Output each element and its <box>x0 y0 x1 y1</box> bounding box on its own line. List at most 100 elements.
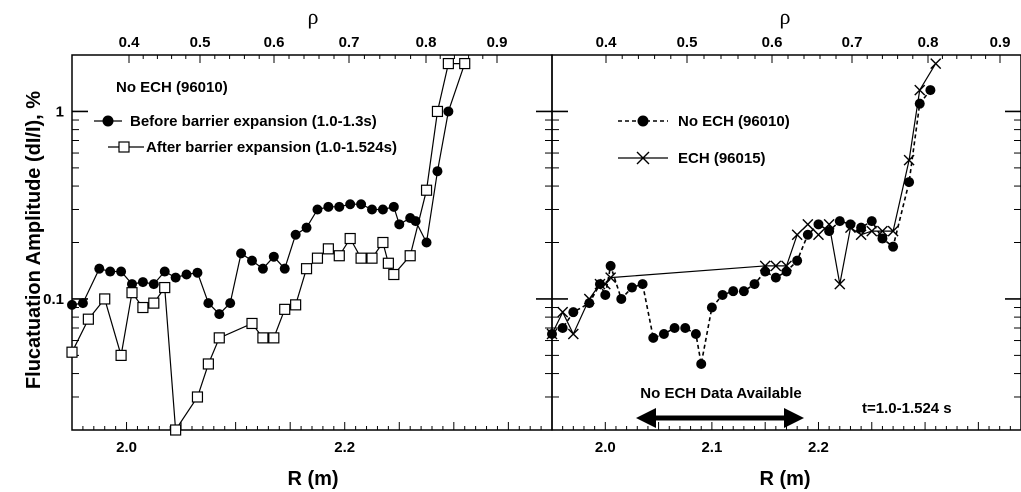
data-point <box>616 293 627 304</box>
data-point <box>749 279 760 290</box>
data-point <box>824 226 835 237</box>
data-point <box>225 298 236 309</box>
data-point <box>443 106 454 117</box>
right-ticks: 2.0 2.1 2.2 0.4 0.5 0.6 0.7 0.8 0.9 <box>552 34 1021 456</box>
legend-label-ech: ECH (96015) <box>678 150 766 167</box>
data-point <box>300 263 313 275</box>
data-point <box>94 263 105 274</box>
data-point <box>904 177 915 188</box>
data-point <box>914 98 925 109</box>
data-point <box>115 349 127 361</box>
data-point <box>568 307 579 318</box>
data-point <box>802 229 813 240</box>
data-point <box>77 298 88 309</box>
data-point <box>770 260 782 272</box>
right-series <box>546 58 942 369</box>
data-point <box>257 263 268 274</box>
x-tick-label: 2.0 <box>595 439 616 456</box>
data-point <box>420 184 433 196</box>
data-point <box>432 166 443 177</box>
data-point <box>866 216 877 227</box>
left-panel: 2.0 2.2 0.4 0.5 0.6 0.7 0.8 0.9 0.1 1 ρ R (m) No … <box>43 4 553 490</box>
data-point <box>382 257 394 269</box>
legend-marker-noech <box>637 115 649 127</box>
data-point <box>600 289 611 300</box>
data-point <box>706 302 717 313</box>
data-point <box>404 250 416 262</box>
data-point <box>213 332 225 344</box>
data-point <box>459 57 471 70</box>
data-point <box>159 266 170 277</box>
data-point <box>367 204 377 215</box>
data-point <box>648 332 659 343</box>
data-point <box>812 229 824 241</box>
data-point <box>355 252 367 264</box>
data-point <box>377 236 389 249</box>
data-point <box>626 282 637 293</box>
data-point <box>333 250 345 262</box>
data-point <box>345 199 356 210</box>
right-panel: 2.0 2.1 2.2 0.4 0.5 0.6 0.7 0.8 0.9 ρ R (m) No E… <box>546 4 1021 490</box>
data-point <box>322 243 334 255</box>
right-top-axis-label: ρ <box>780 4 791 29</box>
data-point <box>311 252 324 264</box>
x-tick-label: 2.2 <box>334 439 355 456</box>
top-tick-label: 0.4 <box>119 34 141 51</box>
data-point <box>802 218 814 230</box>
legend-marker-after <box>118 141 130 153</box>
data-point <box>728 286 739 297</box>
data-point <box>388 268 400 281</box>
top-tick-label: 0.5 <box>190 34 211 51</box>
left-plot-frame <box>71 54 553 431</box>
data-point <box>834 216 845 227</box>
right-plot-frame <box>551 54 1021 431</box>
data-point <box>99 293 111 305</box>
x-tick-label: 2.1 <box>701 439 722 456</box>
data-point <box>192 267 203 278</box>
right-legend: No ECH (96010) ECH (96015) <box>618 113 790 167</box>
legend-marker-ech <box>636 151 650 165</box>
data-point <box>658 329 669 340</box>
legend-label-before: Before barrier expansion (1.0-1.3s) <box>130 113 377 130</box>
data-point <box>202 358 214 370</box>
data-point <box>127 279 137 290</box>
data-point <box>717 289 728 300</box>
legend-label-after: After barrier expansion (1.0-1.524s) <box>146 139 397 156</box>
data-point <box>126 287 138 299</box>
time-window-note: t=1.0-1.524 s <box>862 400 952 417</box>
data-point <box>377 204 388 215</box>
left-top-axis-label: ρ <box>308 4 319 29</box>
data-point <box>856 222 867 233</box>
data-point <box>431 105 444 118</box>
legend-marker-before <box>102 115 114 127</box>
left-legend: No ECH (96010) Before barrier expansion … <box>94 79 397 156</box>
data-point <box>394 219 405 230</box>
y-axis-label: Flucatuation Amplitude (dI/I), % <box>23 91 45 389</box>
x-tick-label: 2.0 <box>116 439 137 456</box>
data-point <box>268 332 280 344</box>
top-tick-label: 0.6 <box>264 34 285 51</box>
left-x-axis-label: R (m) <box>287 468 338 490</box>
data-point <box>181 269 192 280</box>
data-point <box>191 391 204 403</box>
no-ech-data-arrow <box>636 408 804 428</box>
data-point <box>366 252 378 264</box>
data-point <box>844 222 856 234</box>
data-point <box>82 313 94 325</box>
data-point <box>637 279 648 290</box>
data-point <box>159 281 171 294</box>
x-tick-label: 2.2 <box>808 439 829 456</box>
data-point <box>66 346 78 358</box>
data-point <box>583 293 595 305</box>
data-point <box>312 204 323 215</box>
top-tick-label: 0.5 <box>677 34 698 51</box>
data-point <box>605 272 617 284</box>
data-point <box>170 272 181 283</box>
data-point <box>279 263 290 274</box>
data-point <box>914 84 926 96</box>
data-point <box>170 424 182 436</box>
data-point <box>137 277 148 288</box>
data-point <box>344 232 356 245</box>
data-point <box>323 201 334 212</box>
